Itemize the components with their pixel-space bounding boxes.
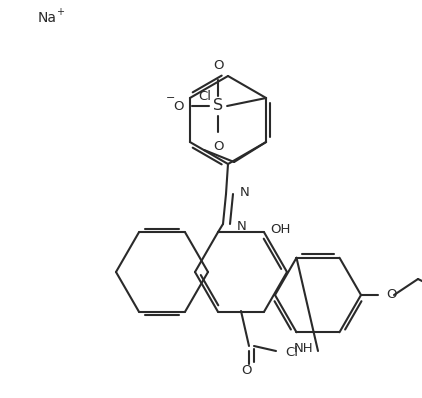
Text: Cl: Cl: [198, 90, 211, 103]
Text: O: O: [242, 364, 252, 377]
Text: NH: NH: [294, 343, 314, 355]
Text: S: S: [213, 98, 223, 113]
Text: OH: OH: [270, 222, 290, 236]
Text: O: O: [386, 289, 397, 302]
Text: Cl: Cl: [285, 346, 298, 359]
Text: −: −: [165, 93, 175, 103]
Text: O: O: [213, 140, 223, 153]
Text: N: N: [237, 220, 247, 232]
Text: N: N: [240, 185, 250, 199]
Text: O: O: [173, 100, 184, 113]
Text: Na: Na: [38, 11, 57, 25]
Text: +: +: [56, 7, 64, 17]
Text: O: O: [213, 59, 223, 72]
